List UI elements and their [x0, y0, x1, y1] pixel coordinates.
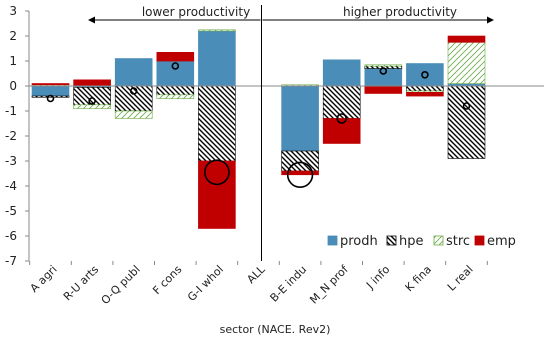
category-label: R-U arts — [61, 263, 102, 304]
bar-hpe-L-real — [447, 85, 486, 159]
bar-strc-G-I-whol — [198, 29, 236, 32]
bar-emp-J-info — [364, 85, 403, 94]
category-label: F cons — [150, 263, 184, 297]
legend-swatch-strc — [433, 235, 444, 246]
bar-prodh-K-fina — [406, 63, 444, 87]
category-label: G-I whol — [185, 263, 226, 304]
legend-label-prodh: prodh — [340, 234, 378, 249]
category-label: L real — [445, 263, 476, 294]
bar-hpe-B-E-indu — [281, 150, 319, 172]
bar-emp-A-agri — [31, 83, 70, 86]
y-tick-label: -6 — [5, 229, 17, 243]
bar-prodh-J-info — [364, 68, 403, 87]
y-tick-label: 1 — [9, 54, 17, 68]
total-marker-L-real — [462, 102, 471, 110]
bar-emp-G-I-whol — [198, 160, 236, 229]
group-label-lower: lower productivity — [142, 5, 250, 19]
bar-emp-L-real — [447, 35, 486, 43]
category-label: A agri — [28, 263, 60, 295]
bar-emp-B-E-indu — [281, 170, 319, 176]
category-label: O-Q publ — [99, 263, 143, 307]
bar-hpe-G-I-whol — [198, 85, 236, 162]
total-marker-F-cons — [171, 62, 180, 70]
y-tick-label: -4 — [5, 179, 17, 193]
y-tick-label: -3 — [5, 154, 17, 168]
bar-prodh-A-agri — [31, 85, 70, 97]
legend-swatch-prodh — [327, 235, 338, 246]
bar-hpe-R-U-arts — [73, 87, 111, 106]
bar-hpe-K-fina — [406, 85, 444, 92]
bar-hpe-F-cons — [156, 85, 195, 96]
bar-emp-K-fina — [406, 92, 444, 97]
bar-strc-J-info — [364, 64, 403, 67]
total-marker-R-U-arts — [88, 97, 96, 105]
plot-area — [31, 29, 486, 229]
legend-label-emp: emp — [487, 234, 516, 249]
bar-emp-R-U-arts — [73, 79, 111, 87]
total-marker-G-I-whol — [203, 159, 230, 186]
y-tick-label: -1 — [5, 104, 17, 118]
legend-swatch-hpe — [386, 235, 397, 246]
total-marker-M-N-prof — [336, 113, 348, 124]
bar-strc-O-Q-publ — [114, 110, 153, 119]
legend: prodh hpe strc emp — [327, 234, 516, 249]
bar-emp-F-cons — [156, 51, 195, 62]
left-arrow-head — [88, 16, 95, 24]
total-marker-O-Q-publ — [129, 87, 138, 95]
total-marker-K-fina — [421, 71, 429, 79]
category-label: ALL — [244, 262, 268, 286]
bar-prodh-O-Q-publ — [114, 58, 153, 87]
group-label-higher: higher productivity — [343, 5, 457, 19]
y-tick-label: -2 — [5, 129, 17, 143]
total-marker-B-E-indu — [286, 161, 314, 189]
category-label: J info — [363, 263, 392, 292]
y-tick-label: -5 — [5, 204, 17, 218]
category-label: K fina — [403, 263, 434, 294]
bar-hpe-O-Q-publ — [114, 85, 153, 112]
right-arrow-head — [487, 16, 494, 24]
bar-prodh-B-E-indu — [281, 85, 319, 152]
category-label: B-E indu — [268, 263, 310, 305]
total-marker-A-agri — [46, 94, 55, 103]
category-label: M_N prof — [307, 262, 351, 306]
y-tick-label: 3 — [9, 4, 17, 18]
legend-swatch-emp — [474, 235, 485, 246]
bar-prodh-G-I-whol — [198, 30, 236, 87]
y-tick-label: 0 — [9, 79, 17, 93]
bar-strc-L-real — [447, 41, 486, 84]
total-marker-J-info — [379, 67, 388, 75]
x-axis-title: sector (NACE. Rev2) — [220, 323, 331, 336]
bar-prodh-F-cons — [156, 60, 195, 87]
bar-strc-R-U-arts — [73, 104, 111, 109]
legend-label-strc: strc — [446, 234, 470, 249]
bar-strc-F-cons — [156, 94, 195, 99]
bar-prodh-M-N-prof — [322, 59, 361, 87]
legend-label-hpe: hpe — [399, 234, 424, 249]
y-tick-label: -7 — [5, 254, 17, 268]
y-tick-label: 2 — [9, 29, 17, 43]
